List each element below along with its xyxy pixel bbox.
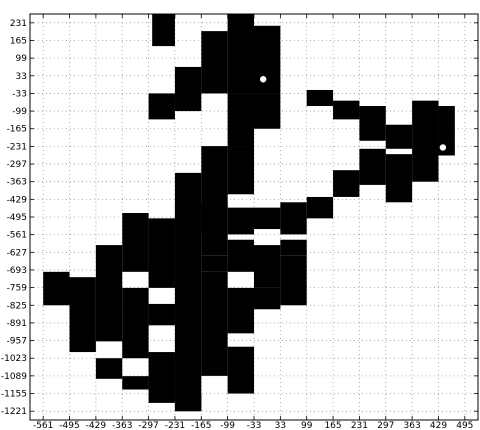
filled-block-20	[306, 196, 334, 219]
x-tick-label-15: 429	[430, 421, 447, 430]
filled-block-37	[227, 346, 254, 394]
filled-block-40	[254, 245, 281, 288]
filled-block-0	[152, 14, 175, 47]
x-tick-label-4: -297	[138, 421, 158, 430]
y-tick-label-10: -429	[7, 195, 28, 205]
filled-block-8	[201, 146, 228, 208]
y-tick-label-22: -1221	[1, 407, 27, 417]
filled-block-31	[122, 287, 149, 359]
filled-block-2	[201, 31, 228, 94]
filled-block-42	[280, 255, 307, 306]
x-tick-label-2: -429	[86, 421, 107, 430]
filled-block-22	[254, 207, 281, 230]
y-tick-label-14: -693	[7, 266, 27, 276]
filled-blocks	[43, 14, 455, 412]
filled-block-3	[227, 14, 254, 94]
y-tick-label-16: -825	[7, 301, 27, 311]
x-tick-label-3: -363	[112, 421, 132, 430]
axis-ticks	[30, 14, 478, 420]
filled-block-1	[174, 66, 202, 112]
x-tick-label-1: -495	[59, 421, 79, 430]
filled-block-43	[280, 239, 307, 256]
y-tick-label-0: 231	[10, 19, 27, 29]
y-tick-label-11: -495	[7, 213, 27, 223]
filled-block-38	[227, 287, 254, 334]
x-tick-label-16: 495	[456, 421, 473, 430]
x-tick-label-13: 297	[377, 421, 394, 430]
x-tick-label-12: 231	[351, 421, 368, 430]
filled-block-11	[306, 89, 334, 107]
x-tick-label-0: -561	[33, 421, 53, 430]
filled-block-5	[227, 93, 254, 147]
filled-block-15	[412, 100, 439, 182]
x-tick-label-5: -231	[165, 421, 185, 430]
x-tick-label-10: 99	[301, 421, 313, 430]
filled-block-32	[95, 358, 123, 379]
filled-block-25	[174, 202, 202, 412]
y-tick-label-15: -759	[7, 284, 28, 294]
filled-block-16	[438, 106, 455, 156]
filled-block-30	[43, 271, 70, 306]
y-tick-label-17: -891	[7, 319, 27, 329]
y-tick-label-3: 33	[16, 72, 27, 82]
filled-block-13	[359, 106, 386, 141]
y-axis-tick-labels: 231 165 99 33 -33 -99 -165 -231 -297 -363 -429 -495…	[1, 19, 27, 417]
filled-block-17	[359, 148, 386, 185]
filled-block-21	[280, 202, 307, 235]
x-tick-label-7: -99	[220, 421, 235, 430]
markers	[259, 75, 447, 152]
filled-block-44	[227, 239, 254, 272]
filled-block-24	[201, 202, 228, 256]
filled-block-45	[174, 393, 202, 412]
x-tick-label-11: 165	[324, 421, 341, 430]
y-tick-label-8: -297	[7, 160, 27, 170]
filled-block-23	[227, 207, 254, 235]
y-tick-label-13: -627	[7, 248, 27, 258]
y-tick-label-18: -957	[7, 337, 27, 347]
filled-block-27	[122, 212, 149, 272]
y-tick-label-21: -1155	[1, 390, 27, 400]
y-tick-label-2: 99	[16, 54, 28, 64]
filled-block-41	[254, 287, 281, 310]
y-tick-label-5: -99	[12, 107, 27, 117]
filled-block-34	[148, 352, 175, 403]
filled-block-14	[385, 124, 413, 149]
filled-block-35	[148, 303, 175, 326]
y-tick-label-19: -1023	[1, 354, 27, 364]
x-tick-label-9: 33	[275, 421, 286, 430]
filled-block-4	[254, 25, 281, 94]
x-tick-label-8: -33	[247, 421, 262, 430]
filled-block-19	[333, 170, 360, 197]
y-tick-label-4: -33	[12, 89, 27, 99]
filled-block-39	[201, 255, 228, 272]
x-axis-tick-labels: -561 -495 -429 -363 -297 -231 -165 -99 -33 33 99 16…	[33, 421, 473, 430]
filled-block-6	[254, 93, 281, 129]
y-tick-label-7: -231	[7, 142, 27, 152]
filled-block-12	[333, 100, 360, 120]
y-tick-label-6: -165	[7, 125, 27, 135]
filled-block-9	[227, 146, 254, 195]
filled-block-28	[95, 245, 123, 342]
filled-block-10	[148, 93, 175, 120]
y-tick-label-12: -561	[7, 231, 27, 241]
y-tick-label-20: -1089	[1, 372, 27, 382]
filled-block-36	[201, 271, 228, 376]
filled-block-33	[122, 376, 149, 390]
x-tick-label-6: -165	[191, 421, 211, 430]
marker-point-0	[259, 75, 267, 84]
filled-block-26	[148, 218, 175, 288]
y-tick-label-9: -363	[7, 178, 27, 188]
filled-block-29	[69, 277, 96, 353]
x-tick-label-14: 363	[404, 421, 421, 430]
filled-block-18	[385, 154, 413, 203]
y-tick-label-1: 165	[10, 36, 27, 46]
marker-point-1	[439, 143, 447, 152]
